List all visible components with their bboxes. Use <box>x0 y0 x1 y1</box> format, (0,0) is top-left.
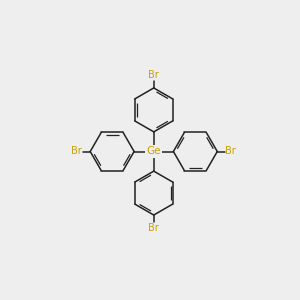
Text: Br: Br <box>148 223 159 233</box>
Text: Br: Br <box>225 146 236 157</box>
Text: Br: Br <box>148 70 159 80</box>
Text: Ge: Ge <box>146 146 161 157</box>
Text: Br: Br <box>71 146 82 157</box>
